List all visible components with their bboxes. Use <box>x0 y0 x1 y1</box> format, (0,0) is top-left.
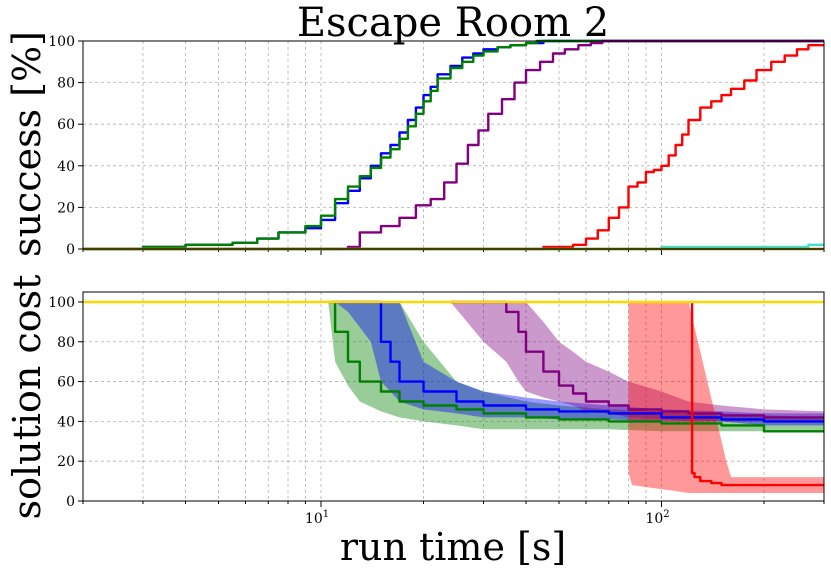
x-tick-label: 102 <box>645 509 669 527</box>
y-tick-label: 0 <box>66 494 75 510</box>
series-line <box>83 39 824 251</box>
top-plot-area: 0 20 40 60 80 100 <box>48 34 825 258</box>
y-tick-label: 100 <box>48 34 75 50</box>
y-tick-label: 80 <box>57 76 75 92</box>
series-line <box>450 300 824 419</box>
series-line <box>83 39 824 251</box>
y-tick-label: 20 <box>57 200 75 216</box>
plot-frame <box>82 291 825 502</box>
y-tick-label: 40 <box>57 159 75 175</box>
y-tick-label: 60 <box>57 375 75 391</box>
y-tick-label: 0 <box>66 242 75 258</box>
x-tick-label: 101 <box>305 509 329 527</box>
confidence-band <box>628 302 824 493</box>
series-line <box>690 300 824 487</box>
x-axis-label: run time [s] <box>340 525 566 569</box>
bottom-plot-area: 0 20 40 60 80 100 101 102 <box>48 291 825 527</box>
confidence-band <box>450 302 824 422</box>
y-tick-label: 60 <box>57 117 75 133</box>
y-tick-label: 40 <box>57 414 75 430</box>
series-line <box>328 300 824 433</box>
bottom-y-axis-label: solution cost <box>5 275 49 520</box>
y-tick-label: 20 <box>57 454 75 470</box>
chart-title: Escape Room 2 <box>297 0 609 46</box>
series-line <box>83 44 824 251</box>
y-tick-label: 100 <box>48 295 75 311</box>
top-y-axis-label: success [%] <box>5 31 49 257</box>
confidence-band <box>328 302 824 432</box>
plot-frame <box>82 40 825 250</box>
y-tick-label: 80 <box>57 335 75 351</box>
series-line <box>83 39 824 251</box>
